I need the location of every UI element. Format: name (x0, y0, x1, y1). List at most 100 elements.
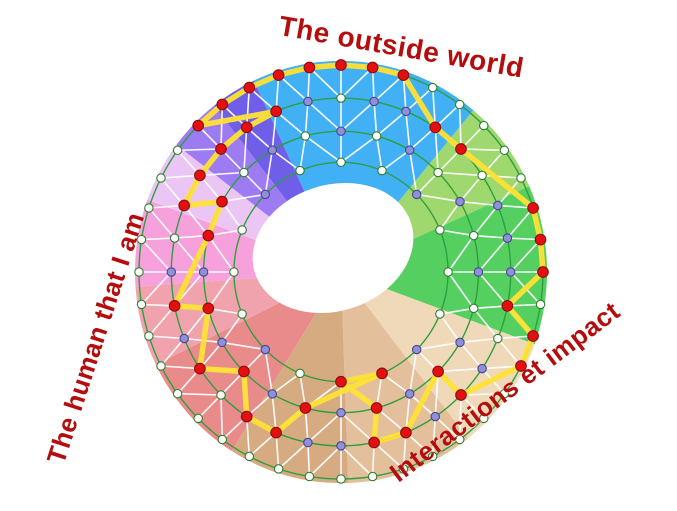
graph-node (455, 389, 467, 401)
graph-node (455, 337, 465, 348)
graph-node (427, 451, 438, 462)
graph-node (299, 402, 312, 414)
torus-hole (252, 182, 414, 314)
graph-node (432, 365, 444, 378)
graph-node (411, 189, 422, 200)
graph-node (217, 434, 228, 445)
graph-node (468, 303, 479, 314)
graph-node (172, 388, 183, 399)
graph-node (455, 196, 465, 207)
graph-node (368, 436, 380, 449)
graph-node (272, 69, 285, 81)
graph-node (377, 165, 387, 176)
sector-blue (253, 60, 474, 273)
graph-node (336, 441, 346, 451)
graph-node (267, 389, 278, 399)
graph-node (435, 225, 445, 235)
graph-node (270, 426, 282, 439)
graph-node (505, 267, 516, 277)
graph-node (136, 234, 147, 245)
graph-node (144, 331, 154, 341)
graph-node (454, 434, 465, 445)
graph-node (270, 105, 282, 118)
graph-node (366, 61, 379, 74)
graph-node (455, 143, 467, 155)
graph-node (516, 173, 526, 183)
graph-node (401, 106, 411, 117)
graph-node (336, 474, 346, 484)
graph-node (238, 365, 250, 378)
graph-node (499, 145, 510, 156)
graph-node (493, 200, 503, 211)
graph-node (303, 61, 316, 74)
graph-node (477, 170, 487, 181)
graph-node (435, 309, 445, 319)
graph-node (371, 131, 382, 141)
graph-node (515, 360, 527, 372)
graph-node (229, 267, 239, 277)
sector-pale-tan (341, 272, 535, 439)
graph-node (194, 362, 206, 375)
graph-node (454, 99, 465, 110)
graph-node (303, 96, 313, 107)
sector-green (341, 186, 548, 345)
graph-node (398, 464, 409, 474)
graph-node (304, 471, 315, 482)
graph-node (240, 410, 253, 423)
graph-node (193, 413, 203, 424)
graph-node (527, 330, 539, 342)
graph-node (217, 337, 227, 348)
graph-node (493, 333, 503, 344)
graph-node (499, 388, 510, 399)
graph-node (404, 145, 415, 155)
graph-node (534, 233, 547, 246)
graph-node (370, 402, 383, 414)
graph-node (144, 203, 154, 213)
graph-node (502, 233, 513, 243)
graph-node (397, 69, 410, 81)
graph-node (156, 173, 166, 183)
graph-node (300, 131, 311, 141)
graph-node (237, 309, 247, 319)
graph-node (473, 267, 484, 277)
graph-node (433, 167, 443, 178)
graph-node (260, 189, 271, 200)
graph-node (404, 389, 415, 399)
graph-node (202, 229, 215, 242)
graph-node (335, 59, 347, 71)
graph-node (240, 121, 253, 134)
graph-node (336, 408, 346, 418)
graph-node (443, 267, 453, 277)
graph-node (535, 299, 546, 310)
graph-node (134, 267, 144, 277)
graph-node (237, 225, 247, 235)
graph-node (336, 157, 346, 168)
graph-node (179, 333, 189, 344)
graph-node (527, 202, 539, 214)
graph-node (166, 267, 177, 277)
graph-node (336, 126, 346, 136)
graph-node (479, 413, 489, 424)
graph-node (295, 165, 305, 176)
graph-node (303, 437, 313, 448)
graph-node (168, 300, 181, 312)
graph-node (335, 375, 347, 388)
graph-node (216, 195, 228, 208)
graph-node (198, 267, 209, 277)
graph-node (267, 145, 278, 155)
graph-node (479, 120, 489, 131)
graph-node (376, 367, 388, 380)
graph-node (172, 145, 183, 156)
graph-node (216, 390, 226, 400)
graph-node (429, 121, 442, 134)
graph-node (216, 98, 229, 111)
graph-node (243, 81, 256, 94)
graph-node (194, 169, 206, 182)
graph-node (202, 302, 215, 315)
graph-node (136, 299, 147, 310)
graph-node (369, 96, 379, 107)
graph-node (295, 368, 305, 379)
graph-node (400, 426, 412, 439)
